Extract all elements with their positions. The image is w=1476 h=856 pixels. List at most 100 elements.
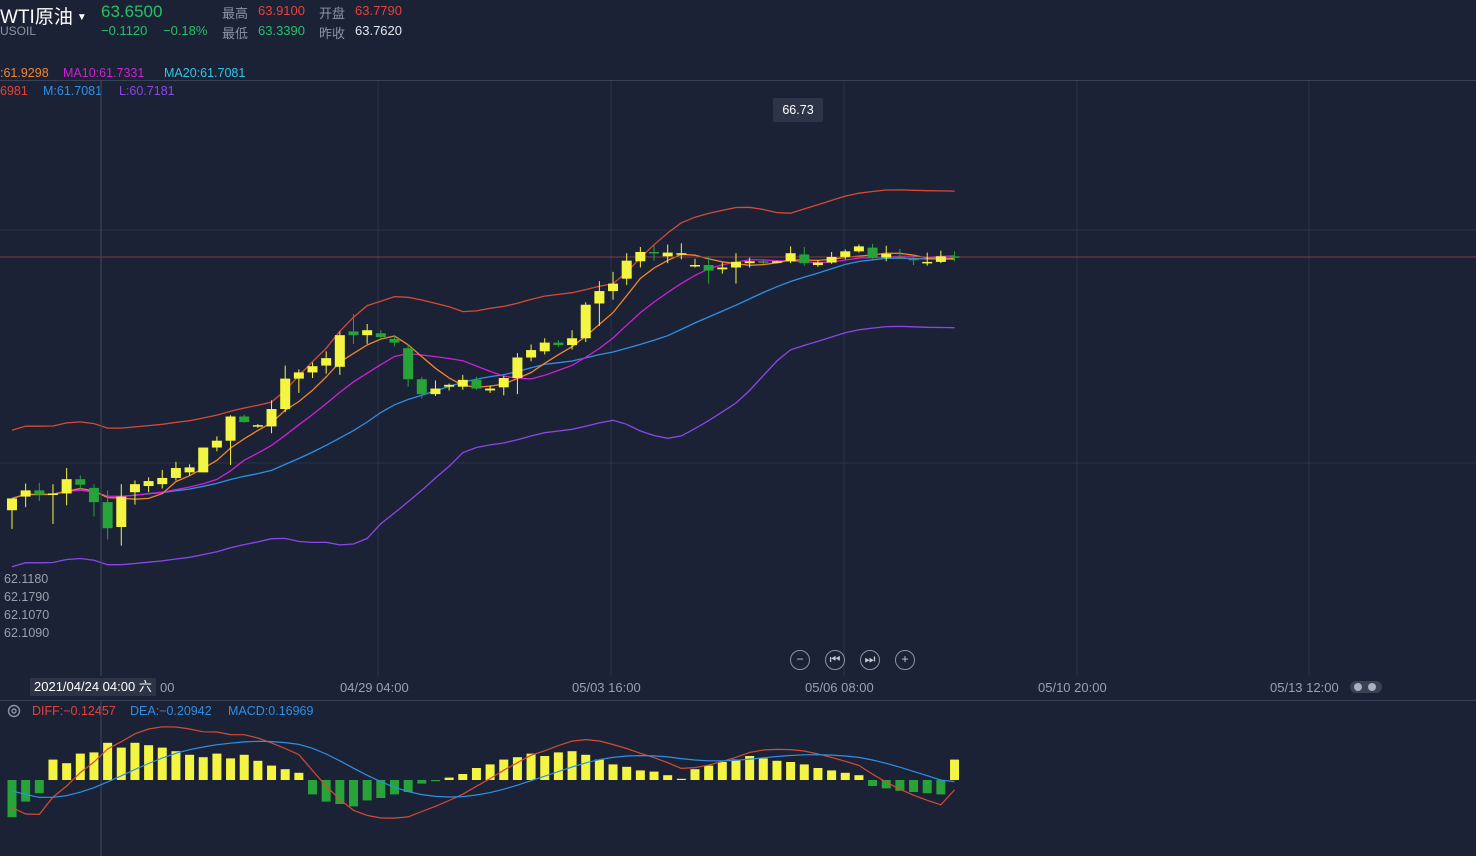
candle-body-35 [485,388,496,391]
candle-body-51 [703,265,714,271]
macd-bar-34 [471,768,481,780]
candle-64 [881,245,892,262]
zoom-in-button[interactable]: + [895,650,915,670]
candle-body-4 [61,479,72,494]
candle-63 [867,243,878,259]
candle-54 [744,257,755,268]
candle-body-49 [676,253,687,255]
candle-20 [280,365,291,413]
candle-48 [662,244,673,264]
candle-body-30 [416,379,427,395]
high-label: 最高 [222,6,249,21]
candle-39 [539,338,550,355]
candle-12 [170,461,181,481]
crosshair-time-label: 2021/04/24 04:00 六 [30,678,156,696]
zoom-out-button[interactable]: − [790,650,810,670]
macd-bar-43 [594,759,604,780]
candle-50 [690,258,700,268]
candle-body-17 [239,416,250,423]
candle-51 [703,256,714,284]
candle-43 [594,281,605,326]
macd-bar-33 [458,774,468,780]
last-price: 63.6500 [101,2,163,21]
macd-bar-18 [253,760,263,780]
scroll-handle[interactable] [1350,681,1382,693]
prev-close-value: 63.7620 [355,23,402,38]
candle-body-18 [252,425,263,427]
macd-bar-63 [868,780,878,786]
candle-30 [416,376,427,399]
candle-36 [498,376,509,396]
macd-bar-64 [881,780,891,789]
candle-body-63 [867,247,878,258]
open-value: 63.7790 [355,3,402,18]
macd-bar-20 [280,769,290,780]
candle-33 [457,374,468,390]
macd-value-legend: MACD:0.16969 [228,704,314,718]
candle-11 [157,469,168,489]
candle-41 [567,330,578,350]
candle-59 [812,260,823,267]
x-label-5: 05/13 12:00 [1270,680,1339,695]
boll-mid-legend: M:61.7081 [43,84,103,98]
symbol-code: USOIL [0,24,37,38]
candle-body-1 [20,490,31,497]
macd-bar-35 [485,764,495,780]
macd-bar-31 [430,780,440,782]
macd-bar-17 [239,754,249,780]
candle-38 [526,344,537,362]
candle-55 [758,259,769,265]
macd-bar-30 [417,780,427,784]
candle-65 [894,248,905,259]
jump-first-button[interactable]: ⏮ [825,650,845,670]
candle-body-21 [293,372,304,379]
macd-bar-47 [649,771,659,780]
macd-bar-15 [212,753,222,780]
macd-bar-22 [308,780,318,795]
macd-bar-14 [198,757,208,780]
price-chart[interactable] [0,80,1476,676]
candle-body-54 [744,261,755,264]
candle-body-31 [430,388,441,395]
candle-body-34 [471,379,482,389]
candle-body-10 [143,481,154,487]
candle-body-33 [457,379,468,387]
candle-body-45 [621,260,632,279]
symbol-selector[interactable]: WTI原油 ▼ [0,2,87,29]
macd-bar-40 [553,752,563,780]
candle-body-66 [908,258,919,261]
jump-last-button[interactable]: ⏭ [860,650,880,670]
candle-body-28 [389,338,400,343]
macd-bar-41 [567,751,577,780]
candle-29 [403,344,414,387]
macd-diff-legend: DIFF:−0.12457 [32,704,116,718]
candle-15 [211,436,222,452]
candle-23 [321,351,332,374]
price-label-4: 62.1090 [4,626,50,640]
candle-body-14 [198,447,209,473]
macd-bar-55 [758,758,768,780]
candle-body-9 [129,484,140,493]
candle-1 [20,483,31,508]
candle-6 [88,484,99,517]
candle-9 [129,480,140,505]
candle-body-25 [348,331,359,336]
chevron-down-icon[interactable]: ▼ [76,12,87,24]
gear-icon[interactable] [7,704,21,718]
ma20-line [11,257,955,500]
candle-body-64 [881,253,892,258]
boll-upper-line [11,189,955,431]
symbol-name: WTI原油 [0,7,73,28]
candle-57 [785,246,796,264]
prev-close-label: 昨收 [319,26,346,41]
candle-body-26 [362,330,373,336]
candle-8 [116,484,127,546]
candle-body-44 [608,283,619,292]
macd-chart[interactable] [0,700,1476,856]
macd-bar-42 [581,754,591,780]
candle-body-12 [170,468,181,478]
candle-18 [252,423,263,428]
candle-body-2 [34,490,45,495]
macd-bar-65 [895,780,905,791]
candle-45 [621,253,632,285]
